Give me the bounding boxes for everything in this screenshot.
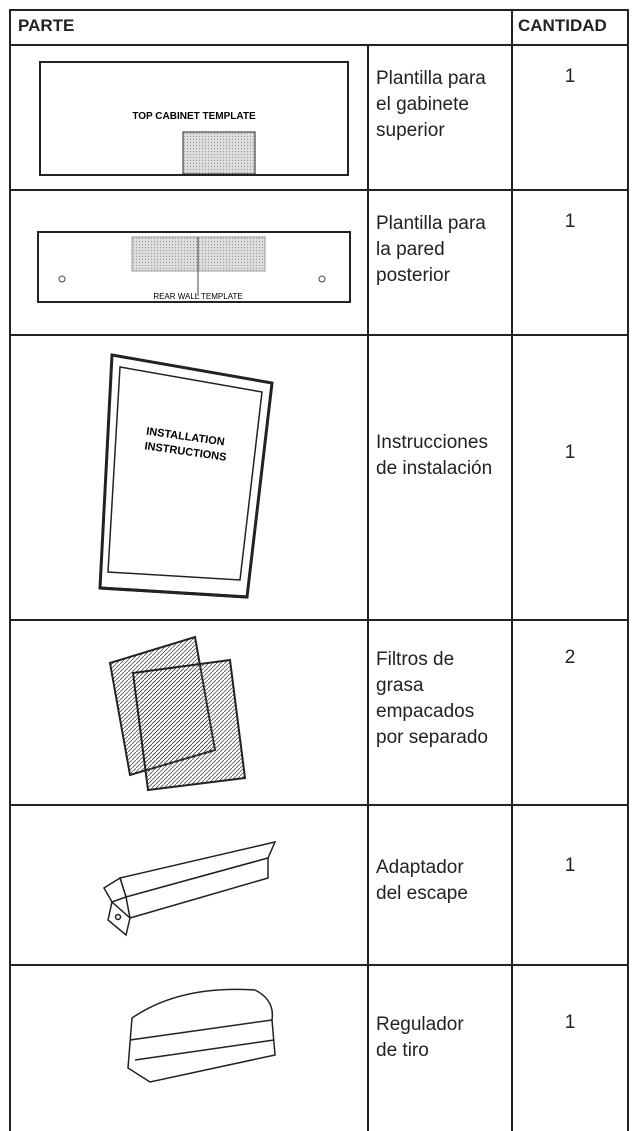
damper: [127, 988, 276, 1083]
description-line: de instalación: [376, 458, 493, 479]
description-line: Filtros de: [376, 649, 455, 670]
description-line: del escape: [376, 883, 468, 904]
description-line: de tiro: [376, 1040, 429, 1061]
description-line: Regulador: [376, 1014, 464, 1035]
rear-wall-template: REAR WALL TEMPLATE: [37, 231, 351, 303]
description-line: grasa: [376, 675, 424, 696]
quantity: 1: [564, 211, 576, 232]
illustration-label: TOP CABINET TEMPLATE: [132, 111, 256, 122]
description-line: Plantilla para: [376, 213, 486, 234]
header-part: PARTE: [18, 16, 75, 35]
quantity: 1: [564, 442, 576, 463]
description-line: por separado: [376, 727, 488, 748]
description-line: Plantilla para: [376, 68, 486, 89]
instruction-manual: INSTALLATION INSTRUCTIONS: [98, 353, 274, 599]
grease-filters: [108, 635, 247, 792]
description-line: superior: [376, 120, 445, 141]
quantity: 2: [564, 647, 576, 668]
header-quantity: CANTIDAD: [518, 16, 607, 35]
quantity: 1: [564, 1012, 576, 1033]
description-line: Adaptador: [376, 857, 464, 878]
illustration-label: REAR WALL TEMPLATE: [153, 292, 242, 301]
top-cabinet-template: TOP CABINET TEMPLATE: [39, 61, 349, 176]
exhaust-adapter: [102, 840, 277, 937]
description-line: Instrucciones: [376, 432, 488, 453]
quantity: 1: [564, 66, 576, 87]
description-line: empacados: [376, 701, 475, 722]
description-line: la pared: [376, 239, 445, 260]
description-line: posterior: [376, 265, 450, 286]
description-line: el gabinete: [376, 94, 469, 115]
table-grid: [9, 9, 629, 1131]
quantity: 1: [564, 855, 576, 876]
